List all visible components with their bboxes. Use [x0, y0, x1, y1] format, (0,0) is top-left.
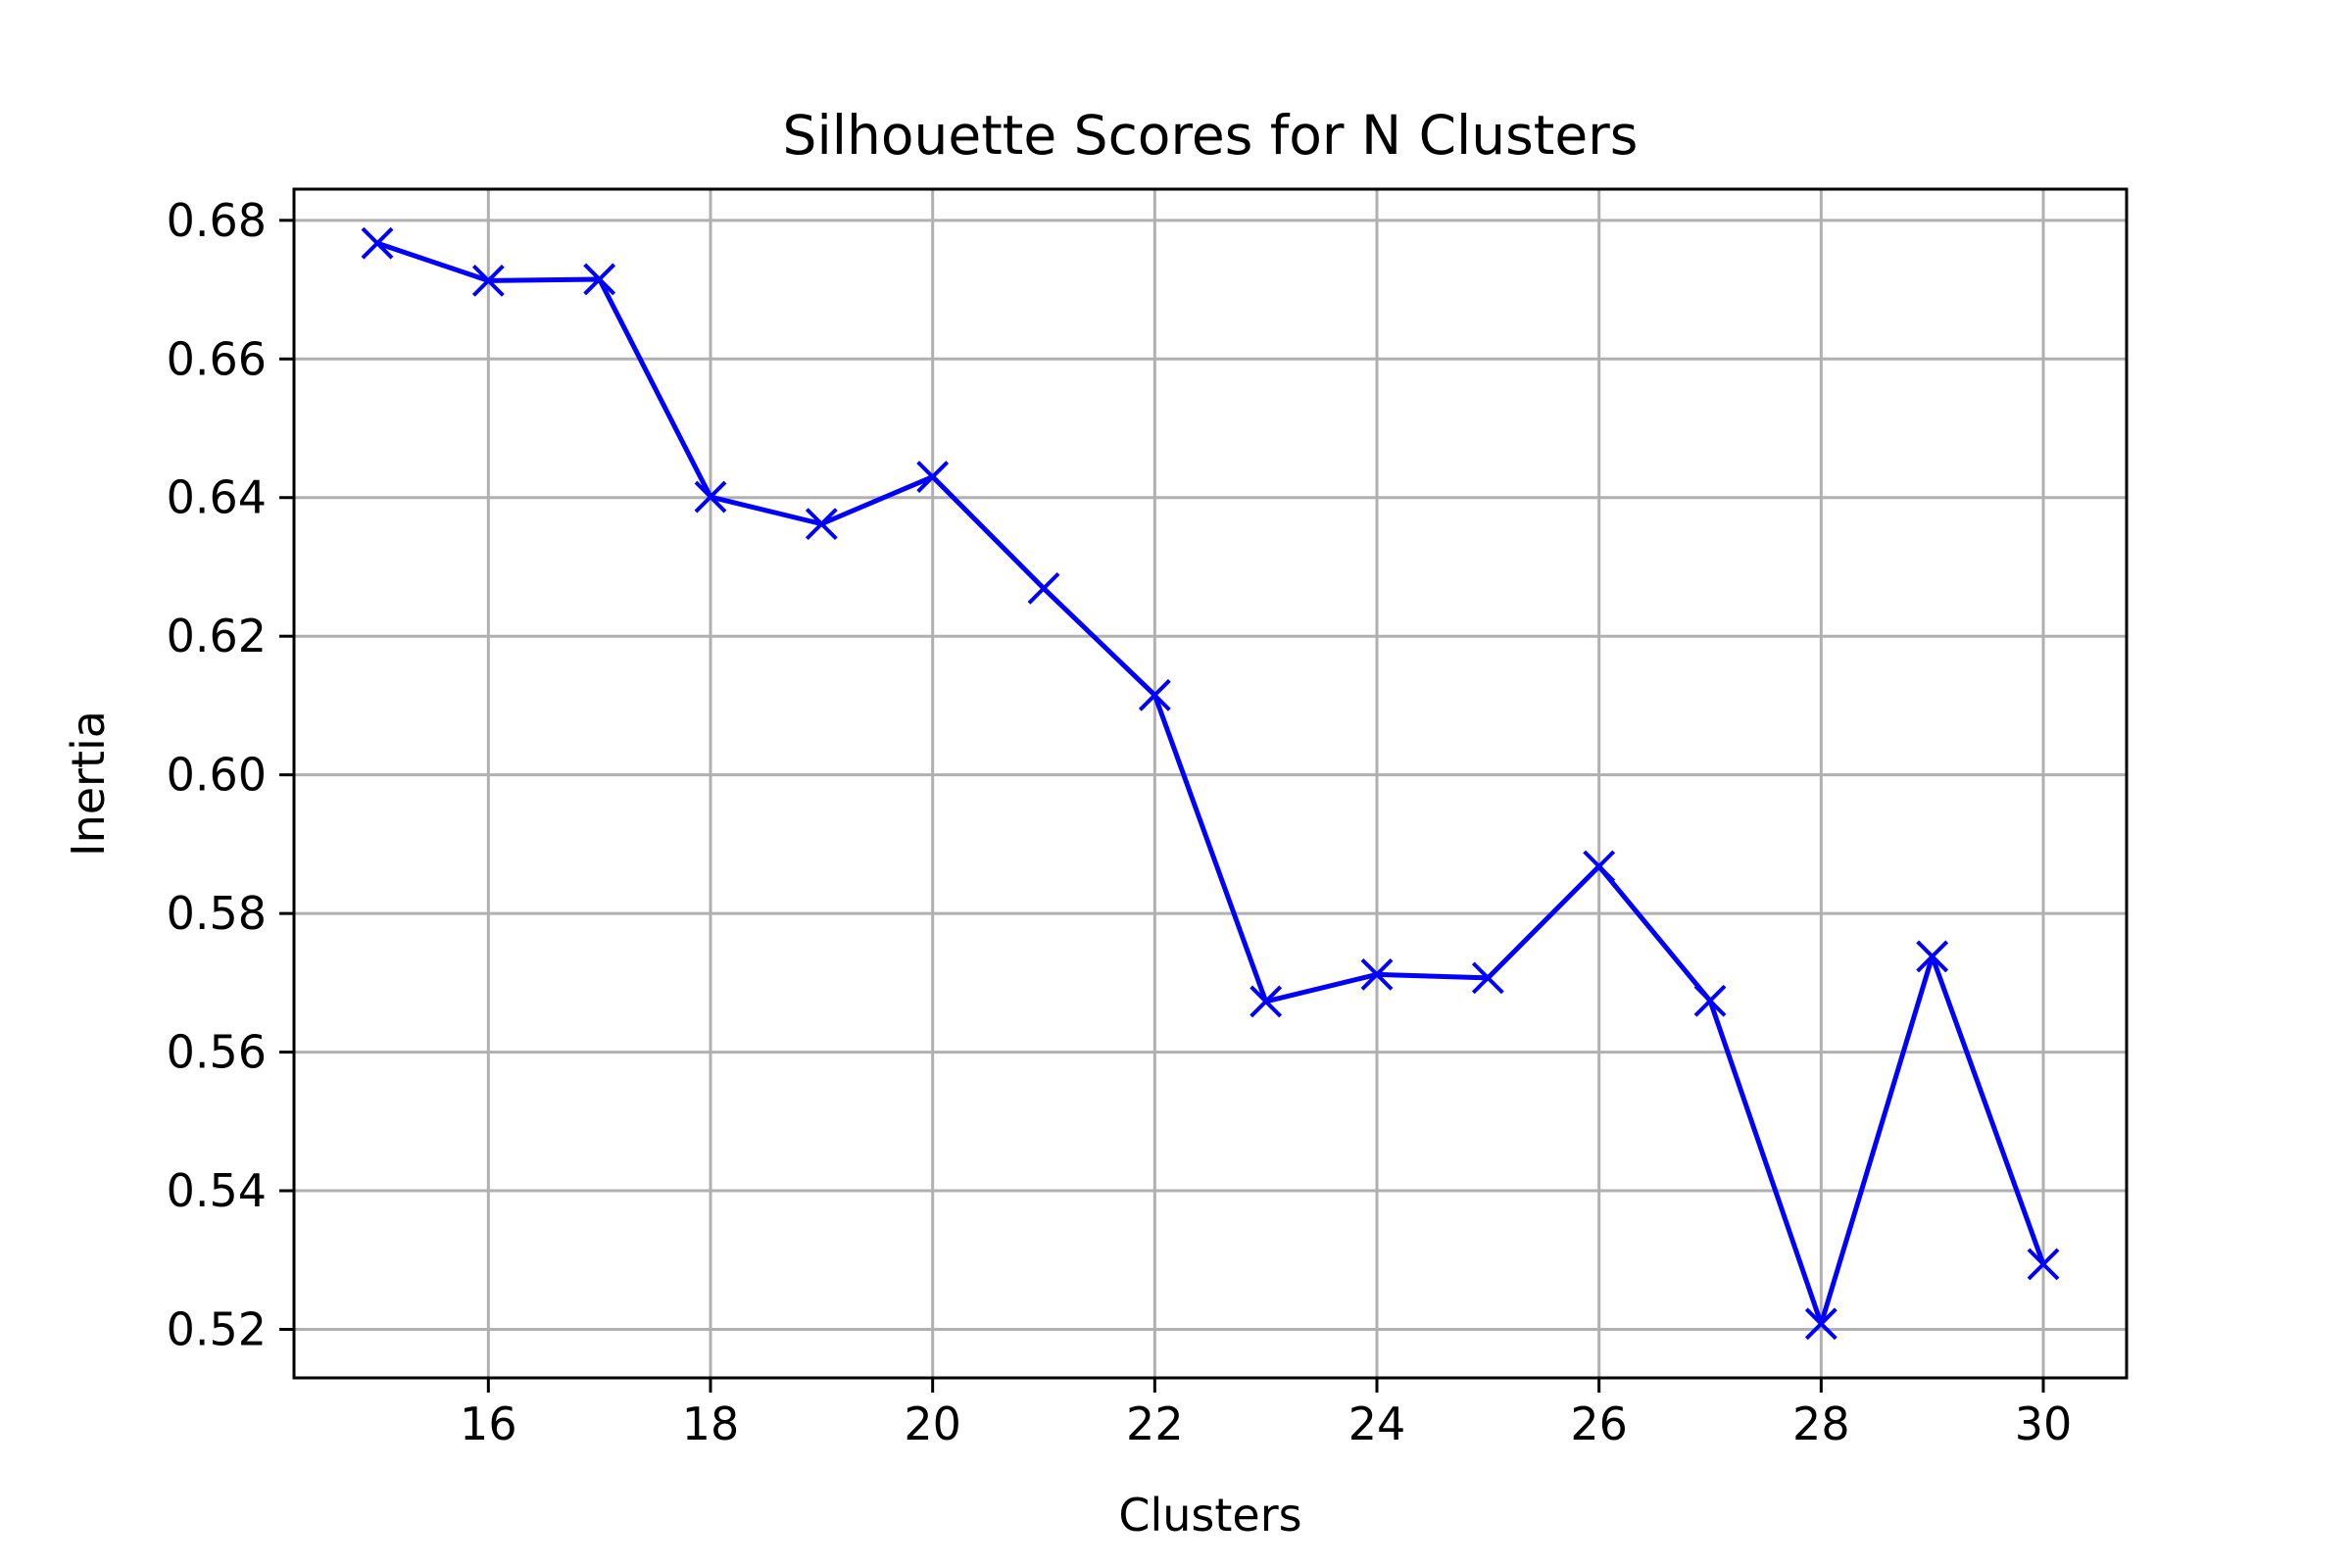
y-tick-label: 0.58	[167, 887, 267, 940]
data-point-marker	[1027, 571, 1060, 605]
data-point-marker	[1471, 961, 1504, 995]
data-point-marker	[1583, 850, 1616, 883]
data-point-marker	[916, 461, 950, 493]
y-tick-label: 0.56	[167, 1026, 267, 1079]
x-tick-label: 24	[1348, 1397, 1406, 1450]
data-point-marker	[361, 226, 394, 260]
y-tick-label: 0.52	[167, 1302, 267, 1355]
data-point-marker	[471, 264, 505, 297]
data-point-marker	[694, 480, 727, 514]
y-tick-label: 0.62	[167, 610, 267, 662]
chart-title: Silhouette Scores for N Clusters	[783, 104, 1639, 167]
x-tick-label: 30	[2015, 1397, 2073, 1450]
data-point-marker	[2027, 1248, 2060, 1281]
x-tick-label: 22	[1126, 1397, 1184, 1450]
grid	[294, 189, 2127, 1378]
y-tick-label: 0.60	[167, 749, 267, 802]
data-point-marker	[1138, 678, 1171, 711]
data-point-marker	[1693, 984, 1727, 1017]
y-tick-label: 0.68	[167, 194, 267, 247]
data-point-marker	[1360, 957, 1394, 991]
data-point-marker	[1250, 985, 1283, 1018]
y-tick-label: 0.54	[167, 1164, 267, 1217]
x-tick-label: 18	[682, 1397, 740, 1450]
x-tick-label: 28	[1792, 1397, 1850, 1450]
x-tick-label: 26	[1570, 1397, 1628, 1450]
series-layer	[361, 226, 2060, 1341]
y-tick-label: 0.64	[167, 471, 267, 524]
data-point-marker	[805, 508, 838, 541]
data-point-marker	[1804, 1307, 1838, 1341]
x-axis-label: Clusters	[1118, 1489, 1301, 1542]
y-tick-label: 0.66	[167, 332, 267, 385]
data-point-marker	[1916, 940, 1949, 973]
series-line	[376, 240, 2046, 1327]
axis-ticks: 16 18 20 22 24 26 28 30 0.52 0.54 0.56 0.58 0.60 0.62…	[167, 194, 2073, 1450]
data-point-marker	[583, 263, 616, 296]
plot-frame	[292, 187, 2129, 1380]
y-axis-label: Inertia	[62, 710, 115, 857]
x-tick-label: 20	[904, 1397, 961, 1450]
x-tick-label: 16	[460, 1397, 517, 1450]
